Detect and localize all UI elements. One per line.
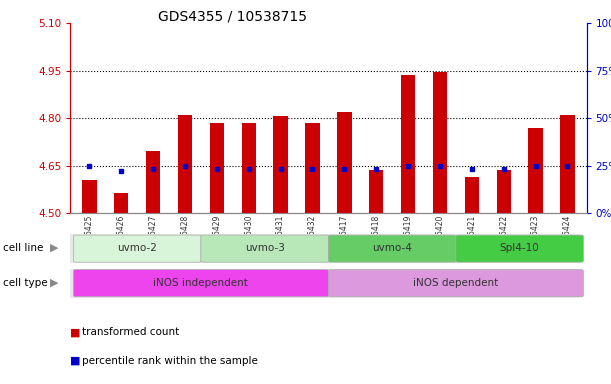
Text: uvmo-3: uvmo-3 (245, 243, 285, 253)
Text: ■: ■ (70, 327, 81, 337)
Bar (369, 170, 383, 213)
Text: cell type: cell type (3, 278, 48, 288)
Text: iNOS dependent: iNOS dependent (413, 278, 499, 288)
Bar (241, 123, 256, 213)
FancyBboxPatch shape (329, 235, 456, 262)
Bar (178, 115, 192, 213)
FancyBboxPatch shape (456, 235, 584, 262)
Bar (433, 72, 447, 213)
Text: ▶: ▶ (50, 243, 59, 253)
Bar (401, 75, 415, 213)
FancyBboxPatch shape (73, 270, 329, 297)
Bar (114, 192, 128, 213)
Bar (560, 115, 574, 213)
Text: GDS4355 / 10538715: GDS4355 / 10538715 (158, 10, 307, 23)
FancyBboxPatch shape (329, 270, 584, 297)
Bar (464, 177, 479, 213)
Text: ▶: ▶ (50, 278, 59, 288)
Bar (497, 170, 511, 213)
Bar (210, 123, 224, 213)
Text: uvmo-2: uvmo-2 (117, 243, 157, 253)
Text: uvmo-4: uvmo-4 (372, 243, 412, 253)
FancyBboxPatch shape (73, 235, 201, 262)
Text: Spl4-10: Spl4-10 (500, 243, 540, 253)
Bar (82, 180, 97, 213)
Bar (274, 116, 288, 213)
Bar (529, 127, 543, 213)
Bar (337, 112, 351, 213)
Text: ■: ■ (70, 356, 81, 366)
Text: transformed count: transformed count (82, 327, 180, 337)
Text: percentile rank within the sample: percentile rank within the sample (82, 356, 258, 366)
Bar (306, 123, 320, 213)
Bar (146, 151, 160, 213)
Text: iNOS independent: iNOS independent (153, 278, 248, 288)
FancyBboxPatch shape (201, 235, 329, 262)
Text: cell line: cell line (3, 243, 43, 253)
